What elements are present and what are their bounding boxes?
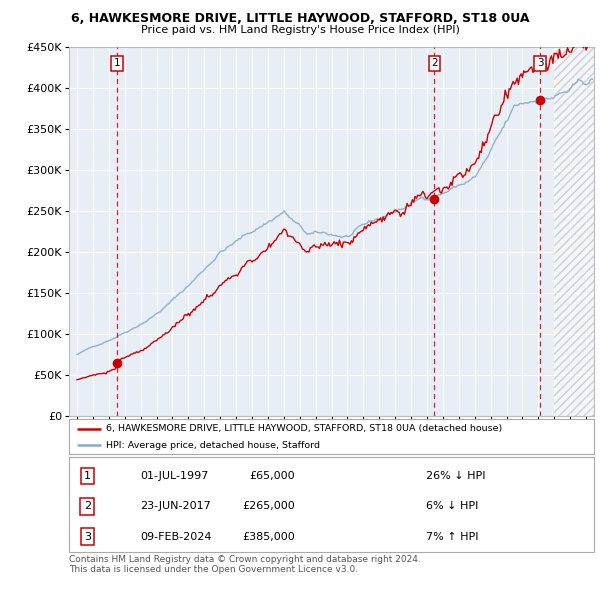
Bar [554, 47, 594, 416]
Text: 6% ↓ HPI: 6% ↓ HPI [426, 502, 478, 512]
Text: 3: 3 [84, 532, 91, 542]
Text: 01-JUL-1997: 01-JUL-1997 [140, 471, 208, 481]
Text: 1: 1 [84, 471, 91, 481]
Text: 1: 1 [113, 58, 120, 68]
Bar [554, 47, 594, 416]
Text: £265,000: £265,000 [242, 502, 295, 512]
Text: £65,000: £65,000 [249, 471, 295, 481]
Text: 23-JUN-2017: 23-JUN-2017 [140, 502, 211, 512]
Text: HPI: Average price, detached house, Stafford: HPI: Average price, detached house, Staf… [106, 441, 320, 450]
Text: 6, HAWKESMORE DRIVE, LITTLE HAYWOOD, STAFFORD, ST18 0UA: 6, HAWKESMORE DRIVE, LITTLE HAYWOOD, STA… [71, 12, 529, 25]
Text: 2: 2 [84, 502, 91, 512]
Text: 6, HAWKESMORE DRIVE, LITTLE HAYWOOD, STAFFORD, ST18 0UA (detached house): 6, HAWKESMORE DRIVE, LITTLE HAYWOOD, STA… [106, 424, 502, 433]
Text: 7% ↑ HPI: 7% ↑ HPI [426, 532, 479, 542]
Text: Price paid vs. HM Land Registry's House Price Index (HPI): Price paid vs. HM Land Registry's House … [140, 25, 460, 35]
Text: Contains HM Land Registry data © Crown copyright and database right 2024.
This d: Contains HM Land Registry data © Crown c… [69, 555, 421, 574]
Text: £385,000: £385,000 [242, 532, 295, 542]
Text: 3: 3 [537, 58, 544, 68]
Text: 2: 2 [431, 58, 438, 68]
Text: 09-FEB-2024: 09-FEB-2024 [140, 532, 211, 542]
Text: 26% ↓ HPI: 26% ↓ HPI [426, 471, 485, 481]
